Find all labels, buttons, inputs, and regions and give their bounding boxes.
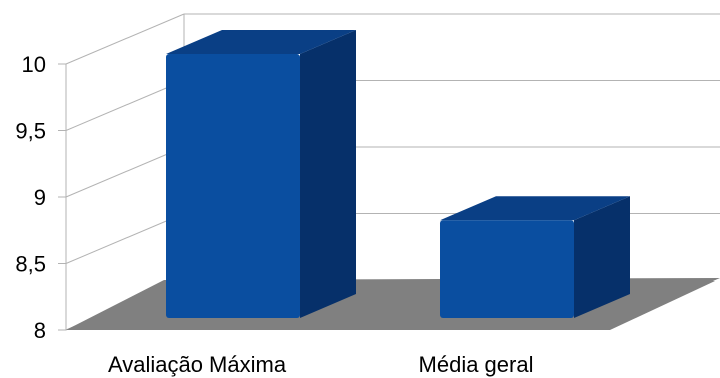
- y-tick-label: 10: [22, 52, 46, 77]
- bar-top: [166, 30, 356, 54]
- side-gridline: [65, 146, 185, 198]
- bar-top: [440, 196, 630, 221]
- category-axis: Avaliação Máxima Média geral: [108, 352, 534, 377]
- side-gridline: [65, 80, 185, 131]
- side-gridline: [65, 213, 185, 264]
- bar-2: [440, 196, 630, 318]
- x-category-label: Avaliação Máxima: [108, 352, 287, 377]
- bar-series: [166, 30, 630, 318]
- bar-side: [300, 30, 356, 318]
- y-axis: 8 8,5 9 9,5 10: [15, 52, 67, 343]
- side-gridline: [65, 13, 185, 65]
- bar-front: [166, 54, 300, 318]
- y-tick-label: 8: [34, 318, 46, 343]
- bar-side: [574, 196, 630, 318]
- y-tick-label: 9: [34, 185, 46, 210]
- x-category-label: Média geral: [419, 352, 534, 377]
- y-tick-label: 9,5: [15, 119, 46, 144]
- y-tick-label: 8,5: [15, 252, 46, 277]
- bar-front: [440, 220, 574, 318]
- bar-1: [166, 30, 356, 318]
